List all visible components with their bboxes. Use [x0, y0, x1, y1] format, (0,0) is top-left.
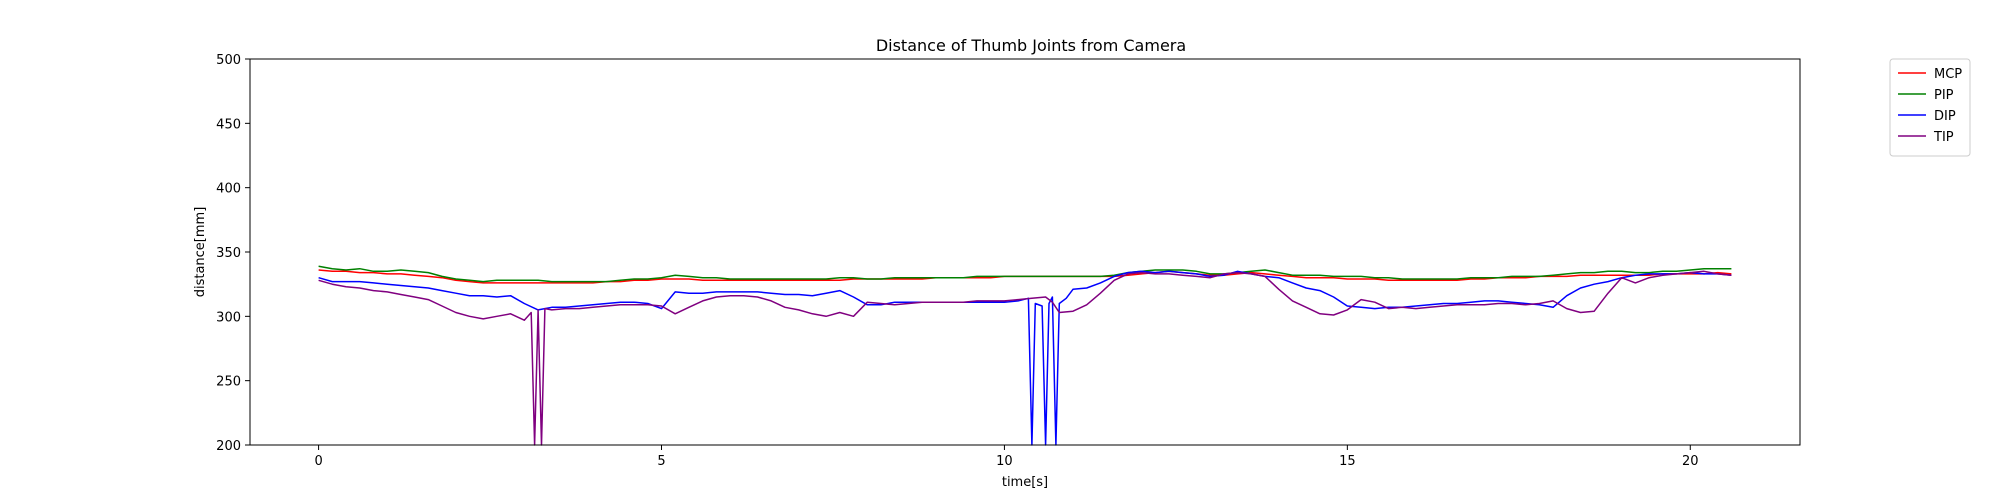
legend-label-pip: PIP: [1934, 88, 1954, 103]
plot-series: [318, 265, 1732, 446]
series-line-pip: [318, 265, 1732, 283]
legend-label-dip: DIP: [1934, 109, 1956, 124]
legend-box: [1889, 58, 1971, 157]
y-axis: 200 250 300 350 400 450 500: [216, 53, 250, 454]
plot-frame: [249, 58, 1801, 446]
y-tick-label: 500: [216, 53, 241, 68]
y-tick-label: 300: [216, 310, 241, 325]
x-tick-label: 0: [314, 454, 322, 469]
legend-label-mcp: MCP: [1934, 67, 1962, 82]
x-tick-label: 20: [1682, 454, 1699, 469]
chart-title: Distance of Thumb Joints from Camera: [876, 36, 1186, 55]
x-axis: 0 5 10 15 20: [314, 445, 1699, 469]
y-tick-label: 450: [216, 117, 241, 132]
legend-label-tip: TIP: [1933, 130, 1954, 145]
y-tick-label: 250: [216, 375, 241, 390]
legend: MCP PIP DIP TIP: [1889, 58, 1971, 157]
x-tick-label: 15: [1339, 454, 1356, 469]
series-line-tip: [318, 270, 1732, 446]
x-tick-label: 5: [657, 454, 665, 469]
y-tick-label: 400: [216, 182, 241, 197]
series-line-dip: [318, 270, 1732, 446]
x-tick-label: 10: [996, 454, 1013, 469]
y-tick-label: 200: [216, 439, 241, 454]
y-tick-label: 350: [216, 246, 241, 261]
x-axis-label: time[s]: [1002, 475, 1048, 490]
y-axis-label: distance[mm]: [193, 207, 208, 298]
